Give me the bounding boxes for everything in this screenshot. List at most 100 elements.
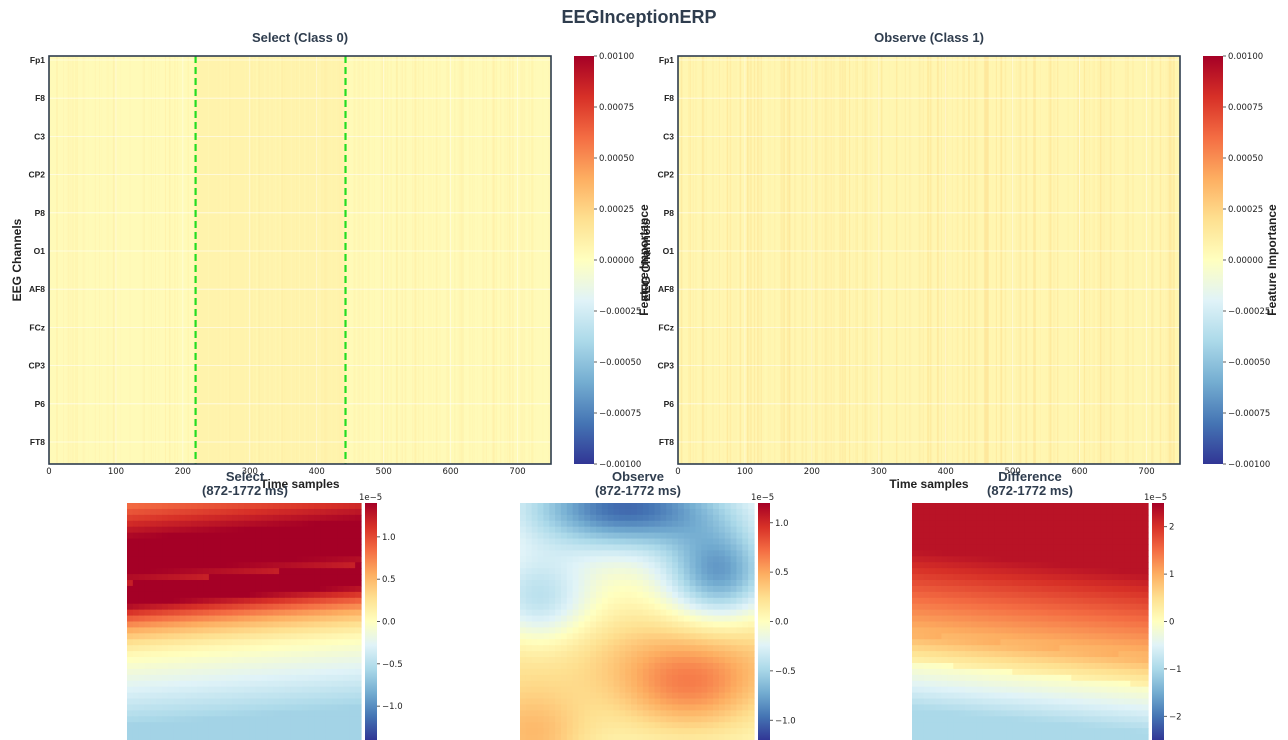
observe-topo-cell: [584, 633, 591, 640]
select-topo-cell: [220, 520, 228, 528]
select-topo-cell: [191, 585, 198, 593]
difference-topo-cell: [1012, 585, 1019, 593]
difference-topo-cell: [923, 580, 931, 587]
observe-topo-cell: [584, 585, 591, 593]
select-topo-cell: [325, 514, 333, 522]
observe-topo-cell: [701, 615, 708, 623]
observe-topo-cell: [718, 722, 726, 729]
select-topo-cell: [127, 562, 134, 569]
difference-topo-cell: [1089, 639, 1096, 646]
difference-topo-cell: [1041, 645, 1049, 652]
select-streak: [542, 56, 544, 464]
select-streak: [549, 56, 551, 464]
select-topo-cell: [167, 680, 175, 688]
select-topo-cell: [238, 574, 245, 581]
observe-streak: [1172, 56, 1175, 464]
difference-topo-cell: [971, 544, 978, 551]
difference-topo-cell: [1071, 633, 1078, 640]
select-topo-cell: [320, 568, 327, 575]
observe-topo-cell: [707, 657, 714, 664]
select-topo-cell: [267, 520, 274, 528]
select-topo-cell: [261, 597, 268, 605]
difference-topo-cell: [929, 503, 937, 510]
difference-topo-cell: [1112, 639, 1120, 646]
observe-topo-cell: [672, 686, 679, 694]
observe-topo-cell: [520, 722, 527, 729]
observe-topo-cell: [730, 550, 738, 557]
difference-topo-cell: [935, 585, 943, 593]
observe-topo-cell: [683, 609, 691, 617]
difference-topo-cell: [1047, 532, 1055, 540]
difference-topo-cell: [953, 503, 960, 510]
difference-topo-cell: [1118, 597, 1125, 605]
difference-topo-cell: [941, 562, 948, 569]
select-topo-cell: [296, 591, 304, 599]
select-topo-cell: [279, 621, 286, 629]
observe-streak: [976, 56, 979, 464]
observe-topo-cell: [742, 532, 749, 540]
observe-topo-cell: [730, 728, 738, 735]
difference-topo-cell: [1000, 568, 1007, 575]
difference-topo-cell: [923, 574, 931, 581]
observe-topo-cell: [596, 574, 603, 581]
observe-topo-cell: [560, 639, 568, 646]
observe-topo-cell: [707, 580, 714, 587]
difference-topo-cell: [1041, 651, 1049, 658]
select-topo-cell: [255, 514, 263, 522]
observe-topo-cell: [590, 556, 597, 563]
observe-topo-cell: [683, 710, 691, 717]
select-topo-cell: [273, 520, 280, 528]
difference-topo-cell: [982, 550, 990, 557]
observe-streak: [922, 56, 924, 464]
observe-topo-cell: [543, 674, 550, 682]
observe-streak: [795, 56, 797, 464]
select-topo-cell: [343, 538, 350, 546]
observe-topo-cell: [572, 556, 580, 563]
difference-topo-cell: [1106, 532, 1114, 540]
observe-topo-cell: [613, 526, 621, 534]
select-topo-cell: [197, 710, 204, 717]
observe-streak: [1067, 56, 1069, 464]
observe-topo-cell: [637, 680, 644, 688]
difference-topo-cell: [976, 574, 984, 581]
select-topo-cell: [162, 544, 169, 551]
observe-streak: [1143, 56, 1145, 464]
select-topo-cell: [267, 692, 274, 700]
select-topo-cell: [191, 662, 198, 670]
difference-topo-cell: [976, 651, 984, 658]
select-topo-cell: [144, 621, 151, 629]
select-topo-cell: [343, 544, 350, 551]
select-topo-cell: [296, 562, 304, 569]
observe-topo-cell: [543, 580, 550, 587]
select-topo-cell: [244, 508, 251, 516]
difference-topo-cell: [917, 633, 925, 640]
observe-topo-cell: [619, 544, 626, 551]
select-topo-cell: [314, 680, 321, 688]
observe-topo-cell: [707, 526, 714, 534]
select-topo-cell: [191, 657, 198, 664]
select-topo-cell: [273, 556, 280, 563]
difference-topo-cell: [1053, 597, 1061, 605]
select-topo-cell: [279, 728, 286, 735]
select-topo-cell: [214, 722, 222, 729]
observe-topo-cell: [560, 597, 568, 605]
observe-topo-cell: [537, 627, 544, 634]
observe-topo-cell: [648, 609, 656, 617]
observe-topo-cell: [637, 668, 644, 676]
select-topo-cell: [191, 668, 198, 676]
difference-topo-cell: [994, 645, 1002, 652]
observe-topo-cell: [707, 674, 714, 682]
select-topo-cell: [226, 692, 233, 700]
select-topo-cell: [214, 674, 222, 682]
difference-topo-cell: [1083, 520, 1090, 528]
select-time-tick: 100: [108, 467, 124, 477]
observe-topo-cell: [648, 704, 656, 711]
difference-topo-cell: [1024, 580, 1031, 587]
observe-topo-cell: [637, 704, 644, 711]
select-topo-cell: [337, 508, 345, 516]
difference-topo-cell: [1000, 556, 1007, 563]
observe-streak: [943, 56, 946, 464]
observe-topo-cell: [525, 609, 533, 617]
select-topo-cell: [167, 639, 175, 646]
select-topo-cell: [191, 716, 198, 723]
